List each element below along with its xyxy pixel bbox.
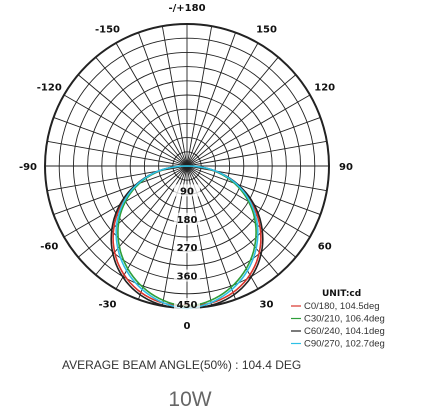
legend-entry: C0/180, 104.5deg xyxy=(304,301,380,312)
angle-label: -150 xyxy=(95,24,120,35)
angle-label: 30 xyxy=(260,300,274,311)
polar-intensity-chart: 90 180 270 360 450 0 30 -30 60 -60 90 -90 120 -120 15… xyxy=(19,3,385,350)
angle-label: -90 xyxy=(19,162,37,173)
radial-tick-label: 450 xyxy=(177,300,198,311)
legend: UNIT:cd C0/180, 104.5deg C30/210, 106.4de… xyxy=(291,289,385,350)
angle-label: 0 xyxy=(184,321,191,332)
legend-entry: C30/210, 106.4deg xyxy=(304,314,385,325)
polar-grid xyxy=(44,23,330,309)
radial-tick-backdrop xyxy=(174,184,200,197)
radial-tick-backdrop xyxy=(174,298,200,310)
radial-tick-label: 270 xyxy=(177,243,198,254)
angle-label: 60 xyxy=(318,242,332,253)
grid-ring xyxy=(172,151,202,181)
radial-tick-backdrop xyxy=(174,212,200,225)
angle-label: -120 xyxy=(37,83,62,94)
angle-label: 150 xyxy=(256,24,277,35)
radial-tick-label: 360 xyxy=(177,272,198,283)
average-beam-angle-caption: AVERAGE BEAM ANGLE(50%) : 104.4 DEG xyxy=(62,358,302,372)
radial-tick-labels: 90 180 270 360 450 xyxy=(174,184,200,311)
radial-tick-label: 180 xyxy=(177,215,198,226)
angle-labels: 0 30 -30 60 -60 90 -90 120 -120 150 -150 -/+180 xyxy=(19,3,353,332)
grid-ring xyxy=(115,94,259,238)
angle-label: -/+180 xyxy=(168,3,205,14)
angle-label: 90 xyxy=(339,162,353,173)
angle-label: 120 xyxy=(314,83,335,94)
legend-entry: C90/270, 102.7deg xyxy=(304,339,385,350)
grid-ring xyxy=(87,66,287,266)
grid-ring xyxy=(143,122,231,210)
legend-entry: C60/240, 104.1deg xyxy=(304,326,385,337)
radial-tick-label: 90 xyxy=(180,186,194,197)
radial-tick-backdrop xyxy=(174,269,200,282)
unit-label: UNIT:cd xyxy=(322,289,361,299)
angle-label: -60 xyxy=(40,242,58,253)
radial-tick-backdrop xyxy=(174,241,200,254)
angle-label: -30 xyxy=(98,300,116,311)
wattage-label: 10W xyxy=(168,388,212,411)
grid-ring xyxy=(58,37,316,295)
